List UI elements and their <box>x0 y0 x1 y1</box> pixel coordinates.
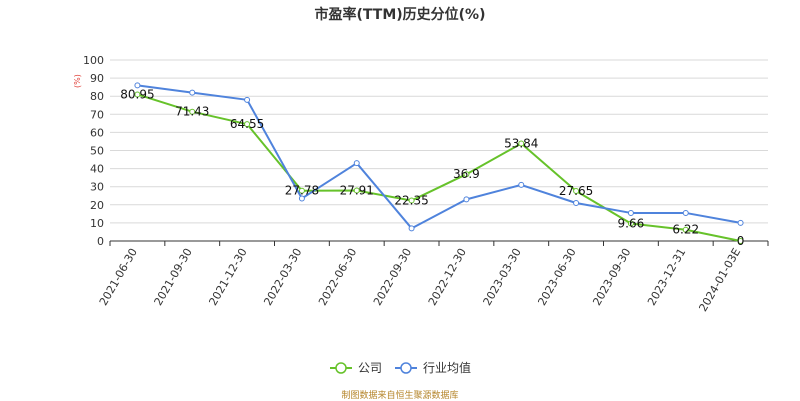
x-tick-label: 2022-12-30 <box>426 246 469 308</box>
x-tick-label: 2022-03-30 <box>261 246 304 308</box>
series-point-1 <box>463 196 470 203</box>
y-axis-unit-label: (%) <box>73 74 82 88</box>
legend-swatch-marker <box>400 362 412 374</box>
data-label: 53.84 <box>504 137 538 151</box>
data-label: 27.91 <box>340 183 374 197</box>
y-tick-label: 80 <box>90 90 104 103</box>
legend-swatch-marker <box>335 362 347 374</box>
x-tick-label: 2024-01-03E <box>696 246 743 314</box>
series-point-1 <box>189 89 196 96</box>
chart-title: 市盈率(TTM)历史分位(%) <box>314 7 486 23</box>
series-point-1 <box>682 209 689 216</box>
data-label: 6.22 <box>672 223 699 237</box>
y-tick-label: 100 <box>83 54 104 67</box>
series-point-0 <box>189 108 196 115</box>
legend-item-1[interactable]: 行业均值 <box>395 360 471 375</box>
data-label: 27.78 <box>285 184 319 198</box>
data-label: 0 <box>737 234 745 248</box>
data-label: 80.95 <box>120 87 154 101</box>
x-tick-label: 2021-09-30 <box>152 246 195 308</box>
data-label: 36.9 <box>453 167 480 181</box>
series-point-0 <box>518 140 525 147</box>
series-line-1 <box>137 84 741 230</box>
series-point-1 <box>244 96 251 103</box>
x-tick-label: 2023-06-30 <box>535 246 578 308</box>
series-point-0 <box>408 197 415 204</box>
series-point-0 <box>134 91 141 98</box>
legend-label: 公司 <box>358 361 382 375</box>
y-tick-label: 40 <box>90 163 104 176</box>
x-tick-label: 2023-12-31 <box>645 246 688 308</box>
series-point-0 <box>353 187 360 194</box>
series-point-0 <box>244 121 251 128</box>
data-label: 9.66 <box>618 217 645 231</box>
legend[interactable]: 公司 行业均值 <box>330 360 471 375</box>
series-point-1 <box>134 82 141 89</box>
y-tick-label: 10 <box>90 217 104 230</box>
x-tick-label: 2023-03-30 <box>481 246 524 308</box>
series-point-1 <box>627 209 634 216</box>
y-tick-label: 60 <box>90 126 104 139</box>
series-line-0 <box>137 93 741 242</box>
series-point-1 <box>408 225 415 232</box>
series-lines <box>134 82 744 244</box>
series-point-0 <box>573 187 580 194</box>
axes: 0 10 20 30 40 50 60 70 80 90 100(%) 2021-06-30 2021-… <box>73 54 769 314</box>
y-tick-label: 30 <box>90 181 104 194</box>
series-point-1 <box>518 181 525 188</box>
y-tick-label: 90 <box>90 72 104 85</box>
series-point-1 <box>298 195 305 202</box>
series-point-0 <box>463 171 470 178</box>
x-tick-label: 2021-12-30 <box>206 246 249 308</box>
legend-label: 行业均值 <box>423 360 471 375</box>
x-tick-label: 2022-06-30 <box>316 246 359 308</box>
source-note: 制图数据来自恒生聚源数据库 <box>341 391 459 401</box>
data-label: 71.43 <box>175 105 209 119</box>
y-tick-label: 0 <box>97 235 104 248</box>
series-point-0 <box>298 187 305 194</box>
series-point-1 <box>353 160 360 167</box>
x-tick-label: 2023-09-30 <box>590 246 633 308</box>
series-point-0 <box>627 220 634 227</box>
y-tick-label: 70 <box>90 108 104 121</box>
y-tick-label: 20 <box>90 199 104 212</box>
legend-item-0[interactable]: 公司 <box>330 361 382 375</box>
data-label: 22.35 <box>394 194 428 208</box>
series-point-1 <box>573 199 580 206</box>
series-point-0 <box>682 226 689 233</box>
data-labels: 80.95 71.43 64.55 27.78 27.91 22.35 36.9 53.84 2… <box>120 87 744 248</box>
x-tick-label: 2021-06-30 <box>97 246 140 308</box>
y-tick-label: 50 <box>90 145 104 158</box>
x-tick-label: 2022-09-30 <box>371 246 414 308</box>
series-point-1 <box>737 219 744 226</box>
series-point-0 <box>737 238 744 244</box>
data-label: 27.65 <box>559 184 593 198</box>
data-label: 64.55 <box>230 117 264 131</box>
